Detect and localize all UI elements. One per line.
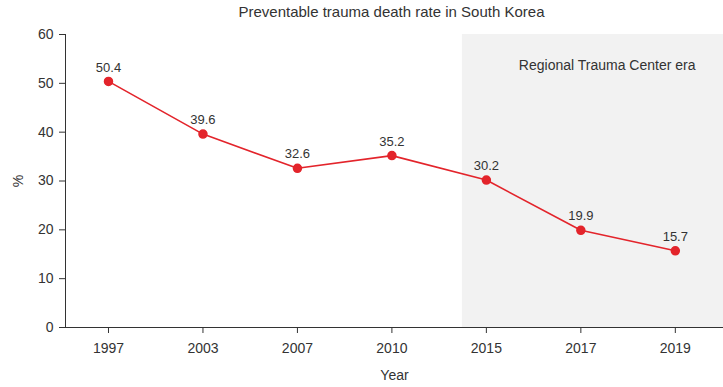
svg-text:2007: 2007	[282, 340, 313, 356]
svg-text:39.6: 39.6	[190, 112, 215, 127]
html-text:Preventable trauma death rate: Preventable trauma death rate in South K…	[238, 3, 545, 20]
svg-text:15.7: 15.7	[663, 229, 688, 244]
svg-text:60: 60	[38, 26, 54, 42]
svg-text:0: 0	[46, 319, 54, 335]
svg-text:30.2: 30.2	[474, 158, 499, 173]
svg-text:2003: 2003	[187, 340, 218, 356]
svg-text:32.6: 32.6	[285, 146, 310, 161]
svg-text:Regional Trauma Center era: Regional Trauma Center era	[519, 57, 696, 73]
svg-text:2010: 2010	[376, 340, 407, 356]
svg-text:50.4: 50.4	[96, 60, 121, 75]
svg-text:2015: 2015	[471, 340, 502, 356]
svg-text:1997: 1997	[93, 340, 124, 356]
svg-text:50: 50	[38, 75, 54, 91]
svg-text:%: %	[10, 175, 26, 187]
svg-text:30: 30	[38, 172, 54, 188]
svg-text:Year: Year	[380, 367, 409, 383]
svg-text:2017: 2017	[565, 340, 596, 356]
svg-text:10: 10	[38, 270, 54, 286]
svg-text:2019: 2019	[660, 340, 691, 356]
svg-text:40: 40	[38, 124, 54, 140]
svg-text:19.9: 19.9	[568, 208, 593, 223]
svg-text:20: 20	[38, 221, 54, 237]
svg-text:35.2: 35.2	[379, 134, 404, 149]
